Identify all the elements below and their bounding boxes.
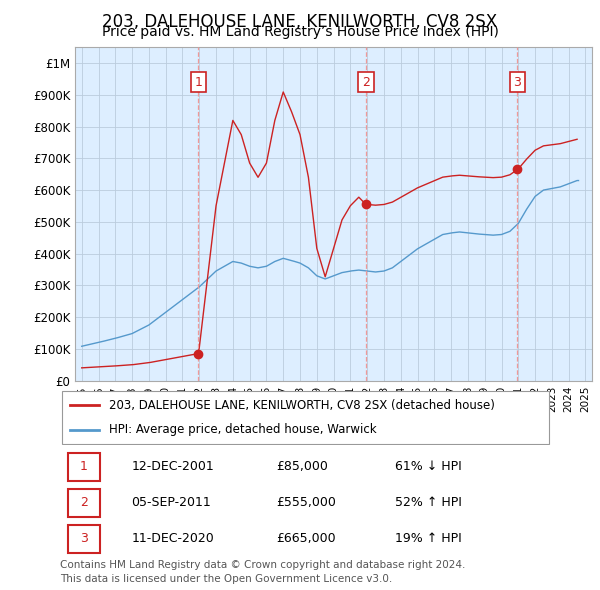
FancyBboxPatch shape (62, 391, 548, 444)
Text: 61% ↓ HPI: 61% ↓ HPI (395, 460, 461, 473)
Text: Contains HM Land Registry data © Crown copyright and database right 2024.
This d: Contains HM Land Registry data © Crown c… (60, 560, 466, 585)
Text: 203, DALEHOUSE LANE, KENILWORTH, CV8 2SX: 203, DALEHOUSE LANE, KENILWORTH, CV8 2SX (103, 13, 497, 31)
Text: 19% ↑ HPI: 19% ↑ HPI (395, 533, 461, 546)
Text: HPI: Average price, detached house, Warwick: HPI: Average price, detached house, Warw… (109, 423, 377, 436)
Text: 1: 1 (80, 460, 88, 473)
FancyBboxPatch shape (68, 525, 100, 553)
Text: 1: 1 (194, 76, 202, 88)
Text: 3: 3 (514, 76, 521, 88)
Text: 2: 2 (80, 496, 88, 510)
Text: 203, DALEHOUSE LANE, KENILWORTH, CV8 2SX (detached house): 203, DALEHOUSE LANE, KENILWORTH, CV8 2SX… (109, 399, 495, 412)
Text: £555,000: £555,000 (277, 496, 337, 510)
FancyBboxPatch shape (68, 453, 100, 481)
Text: 2: 2 (362, 76, 370, 88)
Text: 12-DEC-2001: 12-DEC-2001 (131, 460, 214, 473)
Text: £85,000: £85,000 (277, 460, 328, 473)
Text: 11-DEC-2020: 11-DEC-2020 (131, 533, 214, 546)
Text: 52% ↑ HPI: 52% ↑ HPI (395, 496, 461, 510)
FancyBboxPatch shape (68, 489, 100, 517)
Text: 3: 3 (80, 533, 88, 546)
Text: Price paid vs. HM Land Registry’s House Price Index (HPI): Price paid vs. HM Land Registry’s House … (101, 25, 499, 40)
Text: £665,000: £665,000 (277, 533, 336, 546)
Text: 05-SEP-2011: 05-SEP-2011 (131, 496, 211, 510)
